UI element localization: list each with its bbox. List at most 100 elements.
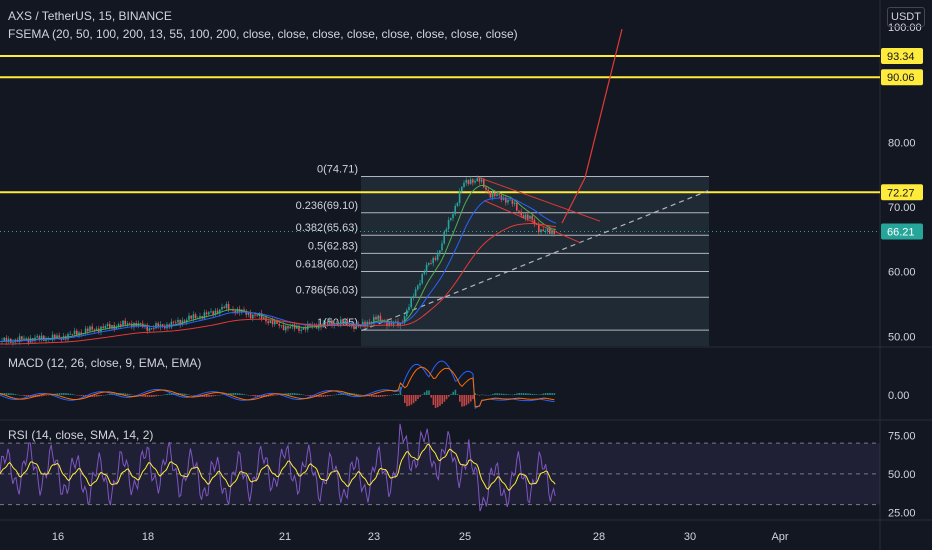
candle-body <box>21 336 23 340</box>
candle <box>10 337 12 344</box>
macd-histogram-bar <box>269 395 272 397</box>
candle-body <box>58 335 60 338</box>
candle-body <box>461 186 463 192</box>
candle <box>298 324 300 334</box>
macd-histogram-bar <box>531 393 534 395</box>
macd-histogram-bar <box>498 393 501 395</box>
candle <box>5 335 8 346</box>
macd-histogram-bar <box>188 394 190 396</box>
candle-body <box>533 219 536 225</box>
candle <box>214 307 217 318</box>
macd-histogram-bar <box>355 393 358 395</box>
macd-histogram-bar <box>542 393 545 395</box>
candle <box>524 212 527 222</box>
candle-body <box>104 326 107 329</box>
macd-histogram-bar <box>210 395 212 397</box>
macd-histogram-bar <box>454 389 457 395</box>
macd-histogram-bar <box>217 395 219 396</box>
macd-histogram-bar <box>38 395 41 397</box>
candle-body <box>170 321 173 328</box>
candle-body <box>278 323 280 326</box>
macd-histogram-bar <box>467 395 470 404</box>
channel-upper-line <box>477 176 601 222</box>
candle <box>447 216 450 231</box>
candle <box>54 333 56 342</box>
macd-histogram-bar <box>412 395 415 404</box>
candle-body <box>485 187 487 190</box>
candle <box>454 203 456 217</box>
macd-histogram-bar <box>206 395 208 398</box>
rsi-line <box>0 423 556 512</box>
macd-histogram-bar <box>529 393 531 395</box>
candle <box>106 322 109 330</box>
candle-body <box>386 321 388 327</box>
candle-body <box>324 322 327 324</box>
candle-body <box>362 321 364 326</box>
macd-histogram-bar <box>12 393 14 395</box>
candle <box>285 323 287 334</box>
macd-histogram-bar <box>0 393 1 395</box>
macd-histogram-bar <box>208 395 210 397</box>
price-axis-tick: 80.00 <box>888 137 916 149</box>
macd-histogram-bar <box>80 395 83 396</box>
macd-histogram-bar <box>65 393 67 395</box>
macd-histogram-bar <box>146 395 149 398</box>
candle-body <box>472 179 474 183</box>
candle-body <box>263 317 265 319</box>
macd-histogram-bar <box>404 395 406 404</box>
candle <box>408 303 410 312</box>
macd-histogram-bar <box>428 390 430 395</box>
candle-body <box>115 326 118 329</box>
candle-body <box>553 230 555 234</box>
currency-button[interactable]: USDT <box>887 7 925 27</box>
candle-body <box>12 342 14 344</box>
macd-histogram-bar <box>360 394 362 396</box>
fib-level-label: 0.382(65.63) <box>296 222 358 234</box>
macd-histogram-bar <box>500 393 503 395</box>
candle <box>236 307 239 315</box>
candle-body <box>423 271 426 274</box>
candle <box>190 315 192 320</box>
time-axis-tick: 16 <box>52 531 64 543</box>
candle-body <box>346 320 349 324</box>
macd-histogram-bar <box>181 393 184 395</box>
macd-histogram-bar <box>375 395 377 398</box>
candle-body <box>221 306 223 310</box>
candle-body <box>91 326 93 330</box>
candle-body <box>432 257 434 264</box>
candle-body <box>505 197 507 203</box>
candle <box>51 331 54 343</box>
macd-histogram-bar <box>313 395 316 397</box>
level-badge <box>881 69 923 86</box>
candle-body <box>223 306 225 308</box>
macd-histogram-bar <box>549 393 551 395</box>
candle-body <box>190 315 192 319</box>
macd-histogram-bar <box>509 394 512 396</box>
macd-histogram-bar <box>417 395 419 399</box>
candle-body <box>326 322 329 324</box>
macd-histogram-bar <box>553 393 556 395</box>
candle-body <box>430 263 432 264</box>
macd-histogram-bar <box>432 395 435 405</box>
macd-histogram-bar <box>298 393 300 395</box>
candle-body <box>3 337 5 341</box>
macd-histogram-bar <box>179 393 182 395</box>
macd-histogram-bar <box>443 395 446 402</box>
macd-histogram-bar <box>322 395 325 397</box>
rsi-ma-line <box>0 443 556 492</box>
candle <box>221 303 223 312</box>
candle-body <box>298 325 300 331</box>
candle <box>1 337 3 345</box>
candle-body <box>271 320 274 325</box>
candle <box>414 286 417 298</box>
macd-histogram-bar <box>254 395 256 397</box>
candle-body <box>155 323 157 329</box>
macd-histogram-bar <box>234 392 237 395</box>
macd-histogram-bar <box>470 395 472 402</box>
macd-histogram-bar <box>41 395 43 397</box>
candle-body <box>87 328 89 332</box>
macd-histogram-bar <box>3 392 6 395</box>
candle-body <box>445 228 448 232</box>
candle-body <box>406 310 408 317</box>
